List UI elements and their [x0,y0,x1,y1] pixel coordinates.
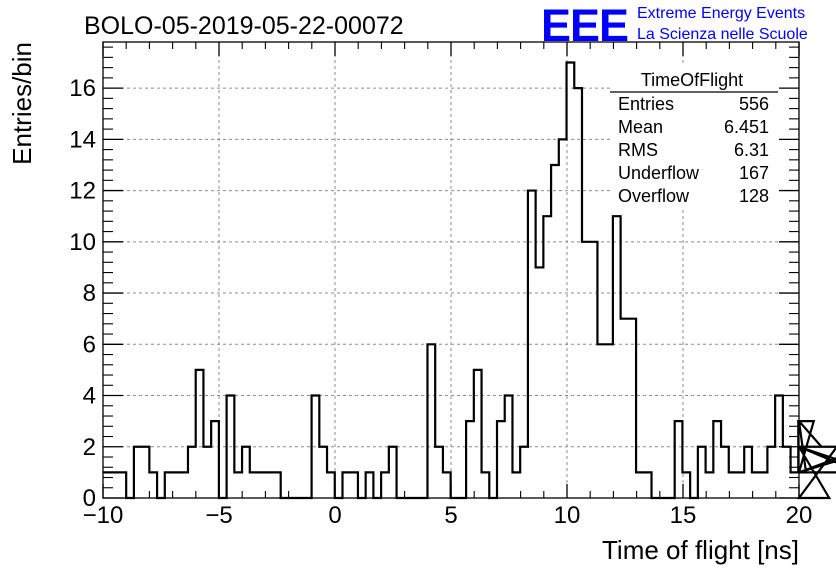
stats-row-value: 6.31 [734,140,769,160]
x-tick-label: 20 [786,502,813,529]
stats-row-label: Underflow [618,163,700,183]
eee-logo: EEE [541,0,628,51]
stats-row-value: 128 [739,186,769,206]
x-tick-label: 5 [444,502,457,529]
y-tick-label: 10 [69,229,96,256]
x-axis-title: Time of flight [ns] [602,535,799,565]
logo-line-2: La Scienza nelle Scuole [637,26,808,43]
x-tick-label: −10 [83,502,124,529]
y-tick-label: 16 [69,75,96,102]
y-tick-label: 8 [83,280,96,307]
stats-row-value: 556 [739,94,769,114]
run-title: BOLO-05-2019-05-22-00072 [84,12,404,40]
axis-ticks [102,42,800,499]
stats-row-value: 167 [739,163,769,183]
y-tick-label: 4 [83,383,96,410]
stats-row-label: Overflow [618,186,690,206]
x-tick-label: 10 [554,502,581,529]
stats-rows: Entries 556 Mean 6.451 RMS 6.31 Underflow 167 Ov… [618,94,769,206]
x-tick-label: 0 [328,502,341,529]
stats-row-label: RMS [618,140,658,160]
y-tick-label: 2 [83,434,96,461]
y-axis-title: Entries/bin [7,42,37,165]
stats-title: TimeOfFlight [641,70,743,90]
y-tick-label: 12 [69,178,96,205]
x-tick-label: 15 [670,502,697,529]
stats-row-label: Entries [618,94,674,114]
y-tick-label: 14 [69,126,96,153]
y-tick-label: 6 [83,331,96,358]
grid-lines [103,42,799,498]
y-tick-label: 0 [83,485,96,512]
stats-box [610,66,778,208]
stats-row-value: 6.451 [724,117,769,137]
tick-labels: −10 −5 0 5 10 15 20 0 2 4 6 8 10 12 14 16 [69,75,812,529]
x-tick-label: −5 [205,502,232,529]
stats-row-label: Mean [618,117,663,137]
logo-line-1: Extreme Energy Events [637,5,805,22]
